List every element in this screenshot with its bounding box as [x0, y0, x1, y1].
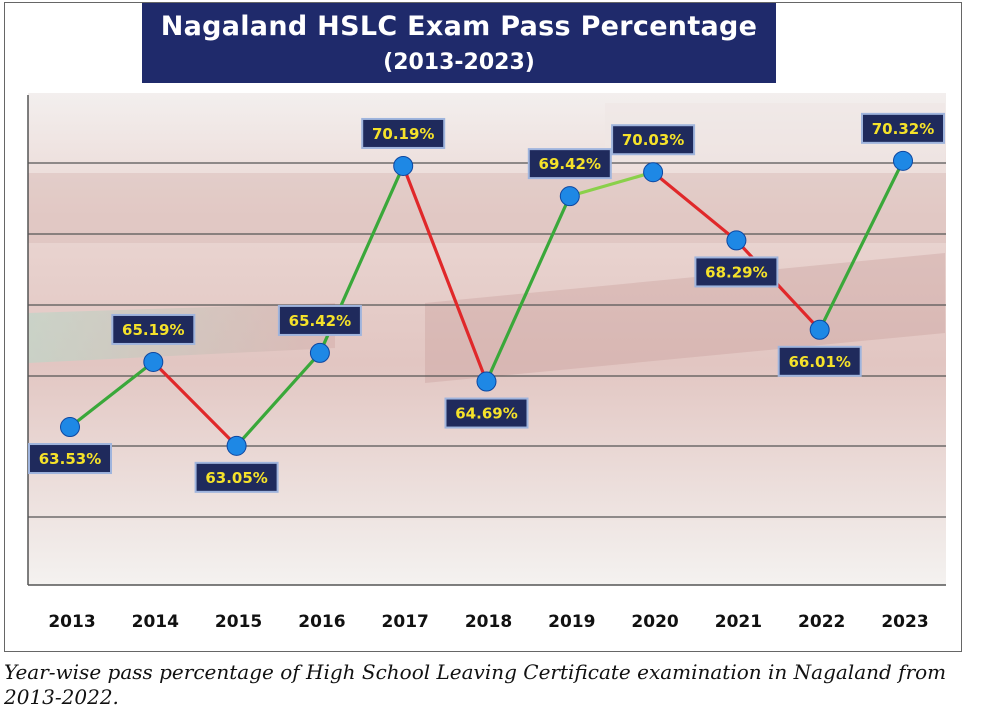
data-label-2020: 70.03% — [611, 124, 696, 156]
data-label-2016: 65.42% — [277, 304, 362, 336]
x-tick-label-2021: 2021 — [715, 612, 762, 632]
chart-title-box: Nagaland HSLC Exam Pass Percentage (2013… — [142, 3, 776, 83]
x-tick-label-2020: 2020 — [631, 612, 678, 632]
x-tick-label-2016: 2016 — [298, 612, 345, 632]
data-point-2015 — [226, 435, 247, 456]
data-point-2020 — [643, 162, 664, 183]
data-label-text: 63.05% — [205, 469, 267, 487]
data-label-text: 66.01% — [788, 353, 850, 371]
x-tick-label-2023: 2023 — [881, 612, 928, 632]
x-tick-label-2022: 2022 — [798, 612, 845, 632]
data-label-text: 69.42% — [539, 155, 601, 173]
data-label-box — [111, 313, 196, 345]
x-tick-label-2017: 2017 — [382, 612, 429, 632]
data-label-box — [611, 124, 696, 156]
chart-title: Nagaland HSLC Exam Pass Percentage — [160, 11, 758, 42]
series-segment — [235, 351, 322, 448]
data-label-box — [277, 304, 362, 336]
data-label-2014: 65.19% — [111, 313, 196, 345]
data-label-box — [527, 148, 612, 180]
data-point-2013 — [60, 417, 80, 438]
data-label-2019: 69.42% — [527, 148, 612, 180]
data-label-2022: 66.01% — [777, 345, 862, 377]
data-point-2022 — [809, 319, 830, 340]
series-segment — [818, 159, 905, 332]
series-segment — [484, 194, 572, 384]
series-segment — [568, 170, 655, 198]
series-segment — [651, 170, 739, 243]
data-label-text: 70.32% — [872, 120, 934, 138]
data-label-box — [444, 397, 529, 429]
x-tick-label-2019: 2019 — [548, 612, 595, 632]
data-label-2013: 63.53% — [28, 443, 112, 475]
data-label-2021: 68.29% — [694, 256, 779, 288]
data-point-2016 — [309, 342, 330, 363]
data-point-2019 — [559, 186, 580, 207]
data-label-text: 70.03% — [622, 131, 684, 149]
data-label-text: 64.69% — [455, 405, 517, 423]
figure-caption: Year-wise pass percentage of High School… — [4, 660, 947, 709]
data-label-2018: 64.69% — [444, 397, 529, 429]
data-label-text: 65.42% — [289, 312, 351, 330]
x-tick-label-2013: 2013 — [48, 612, 95, 632]
data-point-2021 — [726, 230, 747, 251]
data-point-2014 — [143, 351, 164, 372]
data-label-box — [777, 345, 862, 377]
x-tick-label-2015: 2015 — [215, 612, 262, 632]
series-segment — [401, 164, 489, 384]
data-point-2017 — [393, 155, 414, 176]
data-label-box — [861, 112, 945, 144]
chart-figure: 63.53% 65.19% 63.05% 65.42% 70.19% 64.69% 69.4… — [4, 2, 962, 652]
data-label-text: 68.29% — [705, 263, 767, 281]
data-label-2017: 70.19% — [361, 117, 446, 149]
data-label-box — [361, 117, 446, 149]
data-label-box — [694, 256, 779, 288]
series-segment — [68, 360, 155, 429]
x-tick-label-2018: 2018 — [465, 612, 512, 632]
data-point-2018 — [476, 371, 497, 392]
data-label-text: 65.19% — [122, 321, 184, 339]
x-tick-label-2014: 2014 — [132, 612, 179, 632]
data-label-text: 63.53% — [39, 450, 101, 468]
data-label-box — [28, 443, 112, 475]
data-label-text: 70.19% — [372, 125, 434, 143]
chart-plot: 63.53% 65.19% 63.05% 65.42% 70.19% 64.69% 69.4… — [27, 93, 946, 632]
data-label-2015: 63.05% — [194, 461, 279, 493]
series-segment — [151, 360, 239, 448]
data-label-2023: 70.32% — [861, 112, 945, 144]
data-label-box — [194, 461, 279, 493]
chart-subtitle: (2013-2023) — [383, 50, 535, 75]
data-point-2023 — [893, 150, 913, 171]
